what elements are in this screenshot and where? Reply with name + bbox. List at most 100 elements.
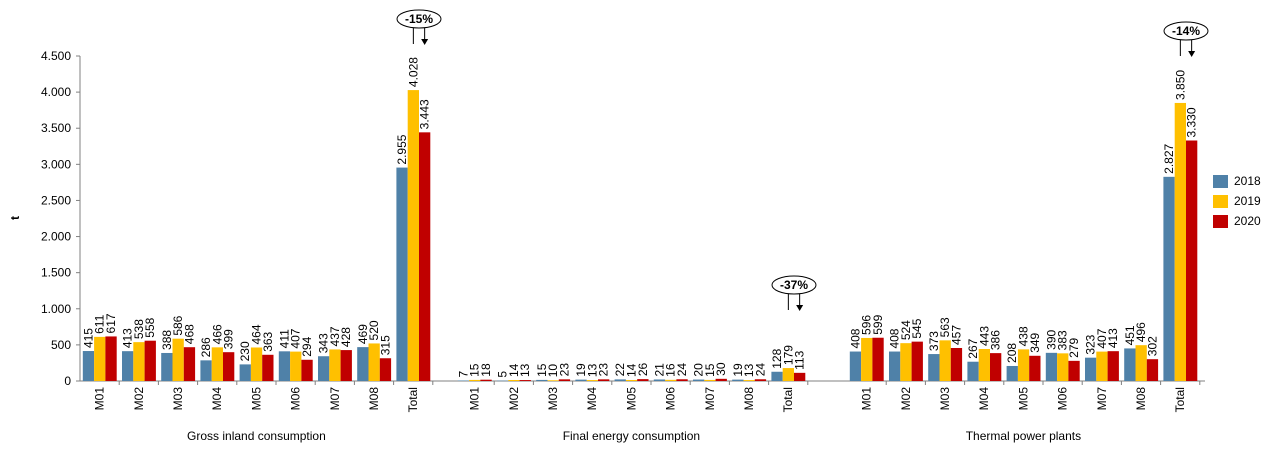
bar-2019 xyxy=(368,343,380,381)
bar-value-label: 399 xyxy=(222,329,236,349)
legend-label-2020: 2020 xyxy=(1234,214,1261,228)
x-tick-label: M01 xyxy=(468,387,482,411)
x-tick-label: M03 xyxy=(171,387,185,411)
bar-2018 xyxy=(653,379,666,381)
x-tick-label: M01 xyxy=(860,387,874,411)
bar-value-label: 19 xyxy=(731,363,745,377)
bar-value-label: 468 xyxy=(182,324,196,344)
down-arrow-icon xyxy=(796,305,804,311)
bar-2018 xyxy=(239,364,251,381)
bar-value-label: 407 xyxy=(289,328,303,348)
bar-value-label: 413 xyxy=(1106,328,1120,348)
bar-value-label: 388 xyxy=(160,330,174,350)
bar-2018 xyxy=(357,347,369,381)
bar-2019 xyxy=(704,379,716,381)
bar-value-label: 496 xyxy=(1134,322,1148,342)
bar-2018 xyxy=(849,351,862,381)
x-tick-label: M07 xyxy=(328,387,342,411)
bar-2020 xyxy=(794,372,806,381)
bar-value-label: 302 xyxy=(1145,336,1159,356)
bar-2020 xyxy=(637,379,649,381)
bar-2020 xyxy=(990,353,1002,381)
bar-value-label: 407 xyxy=(1095,328,1109,348)
bar-value-label: 21 xyxy=(652,363,666,377)
bar-value-label: 545 xyxy=(910,318,924,338)
bar-value-label: 19 xyxy=(574,363,588,377)
group-title: Final energy consumption xyxy=(563,429,700,443)
bar-2020 xyxy=(223,352,235,381)
bar-value-label: 286 xyxy=(199,337,213,357)
bar-value-label: 408 xyxy=(848,328,862,348)
bar-value-label: 3.443 xyxy=(418,99,432,129)
bar-2018 xyxy=(396,167,408,381)
bar-value-label: 617 xyxy=(104,313,118,333)
bar-2020 xyxy=(1186,140,1198,381)
bar-value-label: 438 xyxy=(1017,326,1031,346)
bar-2018 xyxy=(457,380,470,381)
group-title: Gross inland consumption xyxy=(187,429,326,443)
change-callouts: -15% -37% -14% xyxy=(396,9,1209,311)
y-tick-label: 2.000 xyxy=(41,230,71,244)
bar-2018 xyxy=(200,360,212,381)
bar-2018 xyxy=(278,351,291,381)
bar-2019 xyxy=(625,379,638,381)
group-titles: Gross inland consumption Final energy con… xyxy=(187,429,1081,443)
bar-2020 xyxy=(598,379,610,381)
bar-2019 xyxy=(172,338,184,381)
x-tick-label: M05 xyxy=(249,387,263,411)
down-arrow-icon xyxy=(421,39,429,45)
bar-2018 xyxy=(161,352,173,381)
bar-2018 xyxy=(318,356,330,381)
bar-2020 xyxy=(558,379,571,381)
y-tick-label: 1.500 xyxy=(41,266,71,280)
bar-2020 xyxy=(1029,355,1041,381)
bar-value-label: 464 xyxy=(250,324,264,344)
bar-value-label: 363 xyxy=(261,331,275,351)
bar-value-label: 113 xyxy=(793,350,807,369)
x-tick-label: M06 xyxy=(289,387,303,411)
y-tick-label: 4.500 xyxy=(41,49,71,63)
bar-2019 xyxy=(978,349,990,381)
bar-value-labels: 4156116174135385583885864682864663992304… xyxy=(81,57,1198,378)
y-tick-label: 500 xyxy=(51,338,71,352)
bar-2019 xyxy=(1096,351,1108,381)
bar-2019 xyxy=(1057,353,1069,381)
bar-value-label: 596 xyxy=(860,315,874,335)
change-callout-ellipse xyxy=(771,275,817,295)
bar-2019 xyxy=(782,368,794,381)
bar-value-label: 586 xyxy=(171,315,185,335)
bar-value-label: 599 xyxy=(871,314,885,334)
bar-2018 xyxy=(1124,348,1136,381)
x-tick-label: M05 xyxy=(624,387,638,411)
bar-2018 xyxy=(536,379,548,381)
bar-value-label: 520 xyxy=(367,320,381,340)
x-tick-label: M07 xyxy=(703,387,717,411)
change-callout-label: -15% xyxy=(405,12,433,26)
legend-swatch-2020 xyxy=(1213,214,1228,228)
bar-value-label: 390 xyxy=(1044,329,1058,349)
bar-value-label: 22 xyxy=(613,363,627,377)
bar-value-label: 24 xyxy=(675,363,689,377)
legend-item-2020: 2020 xyxy=(1213,213,1261,229)
bar-value-label: 451 xyxy=(1123,325,1137,345)
bar-2019 xyxy=(939,340,951,381)
bar-value-label: 5 xyxy=(496,371,510,378)
bar-2018 xyxy=(693,379,705,381)
bar-value-label: 349 xyxy=(1028,332,1042,352)
bar-2019 xyxy=(250,347,263,381)
legend-label-2019: 2019 xyxy=(1234,194,1261,208)
x-tick-label: Total xyxy=(406,387,420,412)
bar-value-label: 563 xyxy=(938,317,952,337)
bar-2020 xyxy=(1107,351,1119,381)
bar-value-label: 315 xyxy=(378,335,392,355)
x-tick-label: M05 xyxy=(1016,387,1030,411)
bar-2018 xyxy=(928,354,940,381)
bar-2019 xyxy=(407,90,419,381)
bar-2020 xyxy=(301,359,313,381)
bar-2020 xyxy=(872,337,884,381)
bar-value-label: 2.955 xyxy=(395,134,409,164)
bar-2019 xyxy=(1017,349,1030,381)
bar-2018 xyxy=(771,371,783,381)
y-tick-label: 1.000 xyxy=(41,302,71,316)
